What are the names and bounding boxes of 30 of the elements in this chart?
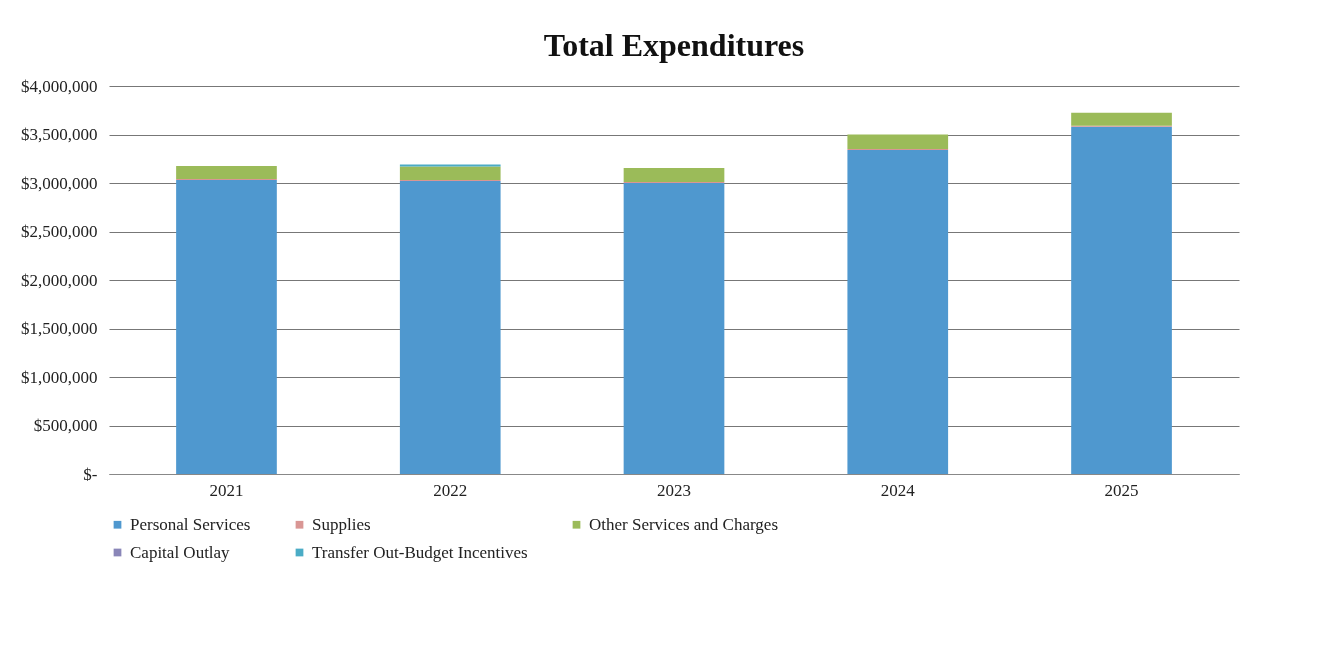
bar — [1071, 126, 1172, 474]
y-tick-label: $2,000,000 — [21, 270, 98, 290]
bar — [1071, 112, 1172, 126]
bar — [399, 166, 501, 181]
chart-title: Total Expenditures — [543, 27, 805, 63]
y-tick-label: $2,500,000 — [21, 222, 98, 241]
legend-label: Personal Services — [130, 514, 251, 534]
legend-label: Transfer Out-Budget Incentives — [312, 542, 528, 562]
y-tick-label: $4,000,000 — [21, 76, 98, 96]
x-tick-label: 2024 — [880, 480, 916, 500]
y-tick-label: $3,000,000 — [21, 173, 98, 193]
bar — [399, 181, 501, 474]
x-tick-label: 2021 — [209, 480, 244, 500]
bar — [176, 166, 277, 180]
legend-label: Supplies — [312, 514, 371, 534]
legend-label: Capital Outlay — [130, 542, 231, 562]
x-tick-label: 2023 — [657, 480, 691, 500]
y-tick-label: $1,000,000 — [21, 367, 98, 387]
bar — [847, 134, 949, 150]
bar — [623, 167, 725, 183]
y-tick-label: $1,500,000 — [21, 319, 98, 338]
x-tick-label: 2022 — [433, 480, 468, 500]
x-tick-label: 2025 — [1104, 480, 1139, 500]
y-tick-label: $3,500,000 — [21, 125, 98, 144]
y-tick-label: $- — [83, 464, 98, 484]
bar — [623, 183, 725, 474]
bar — [176, 180, 277, 474]
y-tick-label: $500,000 — [33, 416, 98, 435]
bar — [847, 150, 949, 474]
legend-label: Other Services and Charges — [589, 514, 778, 534]
